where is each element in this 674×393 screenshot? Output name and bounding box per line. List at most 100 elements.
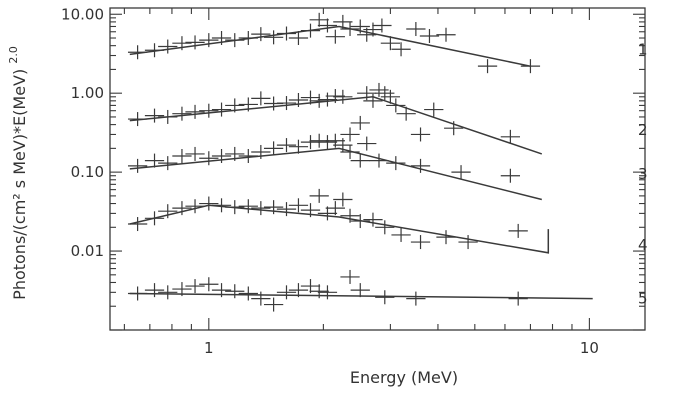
- y-axis: 10.00 1.00 0.10 0.01: [61, 5, 645, 331]
- data-point: [185, 146, 205, 161]
- data-point: [363, 22, 383, 37]
- data-point: [350, 19, 370, 34]
- data-point: [211, 31, 232, 46]
- data-point: [508, 223, 528, 238]
- data-point: [144, 211, 165, 226]
- data-point: [172, 201, 192, 216]
- data-point: [369, 153, 389, 168]
- data-point: [158, 204, 178, 219]
- data-point: [127, 112, 148, 127]
- plot-area: [109, 7, 646, 331]
- x-tick-label: 1: [204, 339, 214, 357]
- data-point: [158, 156, 178, 171]
- data-point: [508, 291, 528, 306]
- data-point: [300, 90, 321, 105]
- series-5: 5: [127, 269, 648, 312]
- data-point: [238, 97, 258, 112]
- data-point: [288, 92, 309, 107]
- data-point: [263, 141, 284, 156]
- series-4: 4: [127, 188, 648, 254]
- data-point: [300, 135, 321, 150]
- data-point: [211, 198, 232, 213]
- data-point: [158, 109, 178, 124]
- series-label-3: 3: [638, 165, 648, 183]
- data-point: [340, 208, 360, 223]
- data-point: [288, 139, 309, 154]
- x-axis-title: Energy (MeV): [350, 368, 458, 387]
- x-axis: 1 10: [123, 8, 599, 357]
- data-point: [500, 168, 521, 183]
- data-point: [386, 98, 406, 113]
- data-point: [340, 127, 360, 142]
- data-point: [300, 23, 321, 38]
- data-point: [211, 149, 232, 164]
- data-point: [333, 192, 353, 207]
- data-point: [309, 133, 329, 148]
- data-point: [410, 127, 431, 142]
- y-tick-label: 0.10: [71, 163, 104, 181]
- data-point: [500, 129, 521, 144]
- data-point: [340, 22, 360, 37]
- data-point: [251, 144, 271, 159]
- y-tick-label: 1.00: [71, 84, 104, 102]
- data-point: [127, 158, 148, 173]
- y-axis-title-exponent: 2.0: [7, 46, 20, 64]
- x-tick-label: 10: [580, 339, 599, 357]
- data-point: [276, 285, 297, 300]
- data-point: [211, 102, 232, 117]
- data-point: [451, 165, 471, 180]
- data-point: [458, 235, 478, 250]
- data-point: [238, 31, 258, 46]
- data-point: [225, 200, 245, 215]
- data-point: [380, 36, 401, 51]
- data-point: [263, 297, 284, 312]
- series-1: 1: [127, 12, 648, 74]
- data-point: [375, 220, 395, 235]
- data-point: [172, 106, 192, 121]
- data-point: [357, 136, 377, 151]
- data-point: [199, 277, 219, 292]
- data-point: [309, 188, 329, 203]
- data-point: [391, 227, 411, 242]
- plot-frame: [109, 7, 646, 331]
- data-point: [144, 153, 165, 168]
- data-point: [396, 106, 416, 121]
- y-axis-title: Photons/(cm² s MeV)*E(MeV) 2.0: [7, 46, 29, 300]
- data-point: [391, 42, 411, 57]
- data-point: [363, 212, 383, 227]
- data-point: [317, 206, 338, 221]
- data-point: [340, 144, 360, 159]
- data-point: [410, 235, 431, 250]
- data-point: [410, 158, 431, 173]
- data-point: [288, 198, 309, 213]
- data-point: [251, 201, 271, 216]
- data-point: [340, 269, 360, 284]
- data-point: [199, 196, 219, 211]
- data-point: [309, 93, 329, 108]
- data-point: [144, 283, 165, 298]
- data-point: [199, 103, 219, 118]
- data-point: [300, 203, 321, 218]
- data-point: [225, 33, 245, 48]
- data-point: [317, 285, 338, 300]
- data-point: [199, 151, 219, 166]
- data-point: [325, 201, 345, 216]
- series-label-2: 2: [638, 121, 648, 139]
- data-point: [251, 91, 271, 106]
- data-point: [363, 93, 383, 108]
- data-point: [369, 82, 389, 97]
- data-point: [127, 45, 148, 60]
- data-point: [333, 14, 353, 29]
- data-point: [350, 115, 370, 130]
- data-point: [375, 290, 395, 305]
- data-point: [288, 31, 309, 46]
- data-point: [288, 283, 309, 298]
- data-point: [238, 199, 258, 214]
- y-tick-label: 10.00: [61, 5, 104, 23]
- data-point: [436, 27, 456, 42]
- data-point: [225, 284, 245, 299]
- data-point: [325, 29, 345, 44]
- data-point: [406, 291, 426, 306]
